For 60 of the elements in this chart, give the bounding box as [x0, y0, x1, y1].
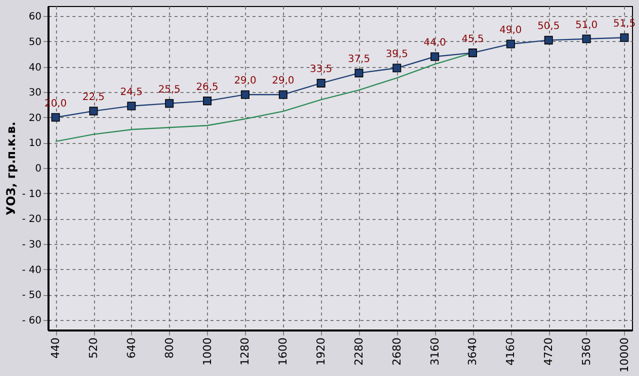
point [468, 48, 477, 58]
x-tick-label: 10000 [618, 338, 631, 372]
x-tick-label: 1600 [276, 338, 290, 366]
x-tick-label: 1000 [200, 338, 214, 366]
data-label: 51,0 [575, 20, 598, 31]
x-tick-label: 520 [87, 338, 100, 358]
data-label: 24,5 [120, 86, 143, 98]
point [278, 90, 288, 99]
point [316, 78, 326, 88]
x-tick-label: 4160 [504, 338, 518, 366]
point [582, 34, 591, 44]
y-tick-label: 40 [28, 62, 42, 74]
data-label: 29,0 [272, 76, 294, 87]
point [506, 40, 515, 48]
y-tick-label: - 50 [22, 290, 42, 302]
point [430, 52, 440, 61]
data-label: 22,5 [82, 92, 105, 104]
y-tick-label: 0 [35, 164, 42, 174]
y-tick-label: - 10 [22, 188, 42, 200]
data-label: 44,0 [424, 38, 446, 49]
data-label: 25,5 [158, 84, 180, 96]
data-label: 45,5 [462, 34, 484, 45]
y-tick-label: 50 [28, 36, 42, 48]
y-tick-label: - 20 [22, 214, 42, 226]
y-tick-label: 20 [28, 112, 42, 124]
point [392, 64, 402, 72]
data-label: 49,0 [500, 24, 522, 36]
x-tick-label: 3640 [466, 338, 480, 366]
x-tick-label: 3160 [428, 338, 442, 366]
point [165, 99, 174, 108]
point [89, 106, 98, 116]
y-tick-label: - 30 [22, 239, 42, 250]
y-tick-label: 10 [28, 138, 42, 150]
point [203, 96, 212, 106]
x-tick-label: 2680 [390, 338, 404, 366]
y-tick-label: 30 [28, 88, 42, 99]
y-axis-title: УОЗ, гр.п.к.в. [4, 122, 18, 216]
point [354, 68, 364, 78]
data-label: 39,5 [386, 49, 408, 60]
data-label: 37,5 [348, 54, 370, 66]
point [620, 33, 629, 42]
data-label: 26,5 [196, 82, 218, 93]
point [51, 113, 60, 122]
x-tick-label: 2280 [352, 338, 366, 366]
x-tick-label: 1920 [314, 338, 328, 366]
y-tick-label: - 40 [22, 264, 42, 276]
point [127, 102, 136, 110]
x-tick-label: 5360 [580, 338, 593, 366]
point [240, 90, 250, 99]
data-label: 50,5 [537, 21, 560, 32]
data-label: 29,0 [234, 76, 256, 87]
x-tick-label: 1280 [238, 338, 252, 366]
x-tick-label: 440 [49, 338, 62, 358]
x-tick-label: 4720 [542, 338, 556, 366]
x-tick-label: 640 [124, 338, 138, 358]
y-tick-label: 60 [28, 12, 42, 23]
y-tick-label: - 60 [22, 315, 42, 326]
point [544, 36, 553, 44]
data-label: 33,5 [310, 64, 332, 76]
x-tick-label: 800 [162, 338, 176, 358]
